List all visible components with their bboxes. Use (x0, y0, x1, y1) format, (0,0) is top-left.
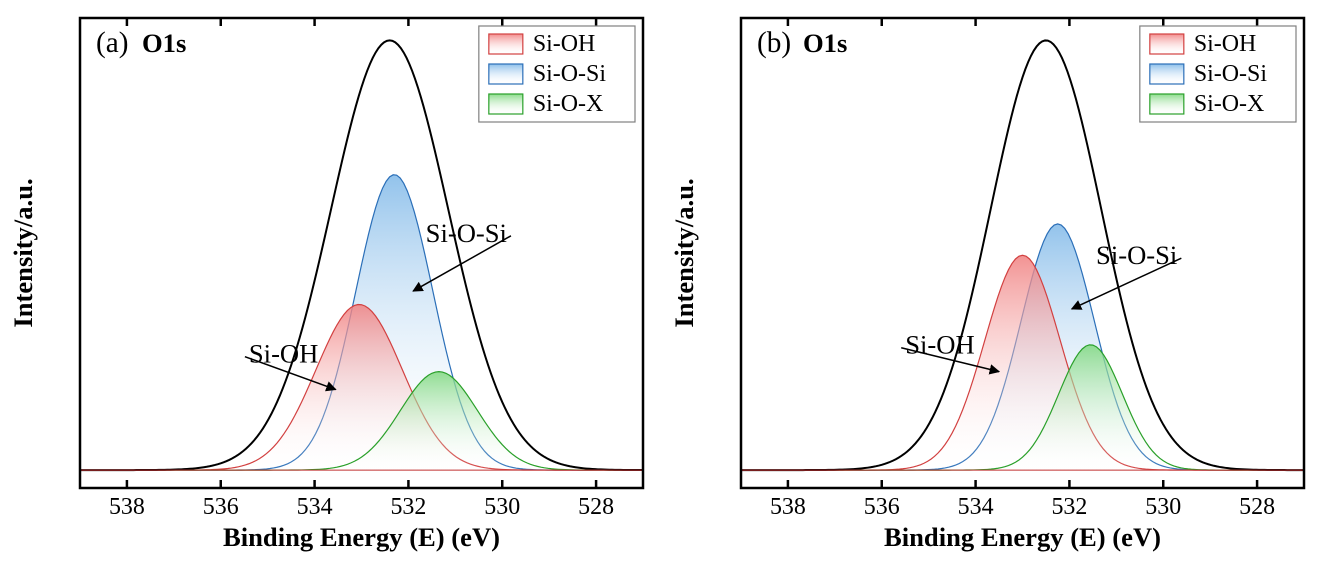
x-tick-label: 532 (1051, 494, 1087, 520)
legend-label: Si-O-X (1194, 91, 1264, 117)
x-tick-label: 528 (1239, 494, 1275, 520)
legend-label: Si-OH (1194, 31, 1257, 57)
panel-tag: (b) (757, 27, 791, 59)
xps-panel-b: 538 536 534 532 530 528 Binding Energy (E) (eV… (661, 0, 1322, 566)
y-axis-label: Intensity/a.u. (669, 178, 699, 327)
legend-label: Si-O-Si (533, 61, 607, 87)
x-tick-label: 534 (297, 494, 333, 520)
panel-subtitle: O1s (142, 28, 186, 58)
figure: 538 536 534 532 530 528 Binding Energy (E) (eV… (0, 0, 1322, 566)
panel-subtitle: O1s (803, 28, 847, 58)
panel-tag: (a) (96, 27, 128, 59)
x-tick-label: 538 (770, 494, 806, 520)
x-axis-label: Binding Energy (E) (eV) (884, 522, 1161, 552)
x-tick-label: 532 (390, 494, 426, 520)
y-axis-label: Intensity/a.u. (8, 178, 38, 327)
annotation-label: Si-OH (249, 339, 318, 369)
legend-swatch (489, 64, 523, 84)
legend-swatch (1150, 94, 1184, 114)
annotation-label: Si-OH (905, 330, 974, 360)
x-tick-label: 536 (864, 494, 900, 520)
legend-swatch (489, 34, 523, 54)
xps-panel-a: 538 536 534 532 530 528 Binding Energy (E) (eV… (0, 0, 661, 566)
legend-label: Si-O-Si (1194, 61, 1268, 87)
x-tick-label: 538 (109, 494, 145, 520)
legend-label: Si-OH (533, 31, 596, 57)
legend-label: Si-O-X (533, 91, 603, 117)
x-tick-label: 530 (484, 494, 520, 520)
x-axis-label: Binding Energy (E) (eV) (223, 522, 500, 552)
annotation-label: Si-O-Si (426, 218, 507, 248)
annotation-label: Si-O-Si (1096, 240, 1177, 270)
x-tick-label: 536 (203, 494, 239, 520)
x-tick-label: 534 (958, 494, 994, 520)
legend-swatch (489, 94, 523, 114)
legend-swatch (1150, 34, 1184, 54)
legend-swatch (1150, 64, 1184, 84)
x-tick-label: 530 (1145, 494, 1181, 520)
x-tick-label: 528 (578, 494, 614, 520)
